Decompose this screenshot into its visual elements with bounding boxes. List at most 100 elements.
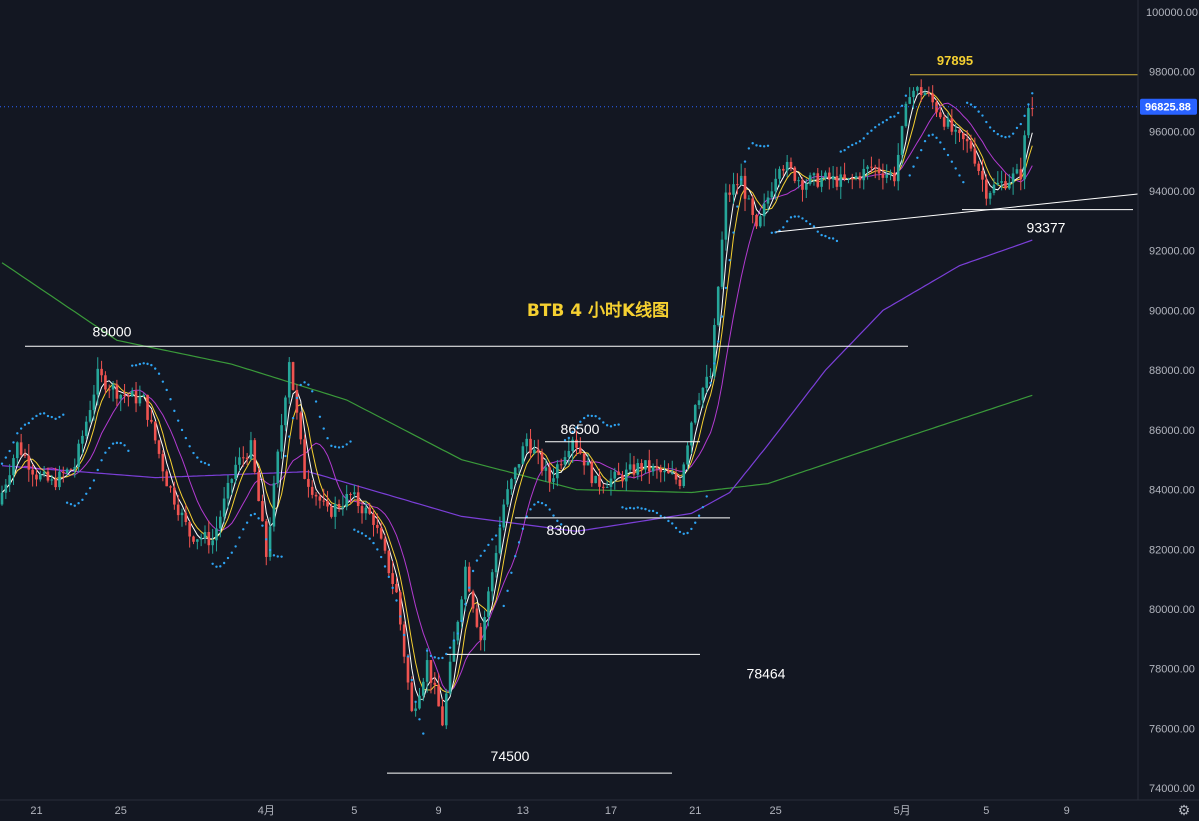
candle-body bbox=[889, 172, 892, 175]
candle-body bbox=[544, 467, 548, 471]
price-axis[interactable]: 100000.00 98000.00 96000.00 94000.00 92000.0… bbox=[1137, 0, 1198, 800]
candle-body bbox=[613, 471, 617, 479]
candle-body bbox=[988, 192, 992, 199]
sar-dot bbox=[192, 451, 195, 455]
candle-body bbox=[563, 457, 567, 465]
sar-dot bbox=[1004, 135, 1007, 139]
candle-body bbox=[816, 173, 820, 187]
candle-body bbox=[663, 470, 666, 473]
sar-dot bbox=[402, 633, 406, 637]
sar-dot bbox=[732, 231, 735, 234]
sar-dot bbox=[632, 507, 636, 510]
sar-dot bbox=[965, 101, 969, 104]
sar-dot bbox=[935, 136, 938, 140]
sar-dot bbox=[931, 133, 934, 136]
candle-body bbox=[728, 192, 731, 195]
candle-body bbox=[965, 139, 969, 142]
candle-body bbox=[812, 173, 816, 176]
candle-body bbox=[759, 216, 762, 227]
candle-body bbox=[498, 527, 502, 554]
candle-body bbox=[659, 468, 663, 473]
candle-body bbox=[866, 166, 869, 169]
candle-body bbox=[724, 192, 728, 240]
sar-dot bbox=[851, 143, 854, 147]
sar-dot bbox=[770, 231, 774, 234]
sar-dot bbox=[648, 509, 651, 512]
price-tick-label: 86000.00 bbox=[1149, 425, 1195, 437]
sar-dot bbox=[870, 129, 873, 132]
sar-dot bbox=[908, 174, 911, 177]
sar-dot bbox=[311, 390, 314, 393]
sar-dot bbox=[697, 514, 701, 517]
sar-dot bbox=[521, 527, 525, 530]
candle-body bbox=[900, 126, 904, 155]
sar-dot bbox=[330, 444, 333, 448]
level-label: 93377 bbox=[1027, 220, 1066, 236]
sar-dot bbox=[383, 565, 387, 568]
candle-body bbox=[946, 118, 950, 127]
candle-body bbox=[693, 405, 697, 423]
sar-dot bbox=[399, 615, 402, 618]
candle-body bbox=[422, 681, 425, 696]
candle-body bbox=[782, 168, 785, 171]
sar-dot bbox=[280, 555, 283, 558]
sar-dot bbox=[379, 555, 383, 559]
candle-body bbox=[628, 464, 632, 470]
candle-body bbox=[391, 573, 394, 584]
time-tick-label: 9 bbox=[1064, 805, 1070, 817]
sar-dot bbox=[862, 137, 865, 140]
candle-body bbox=[602, 486, 605, 488]
candle-body bbox=[0, 492, 4, 505]
price-tick-label: 88000.00 bbox=[1149, 365, 1195, 377]
candle-body bbox=[736, 184, 739, 186]
candle-body bbox=[582, 453, 586, 466]
sar-dot bbox=[667, 519, 670, 523]
settings-gear-icon[interactable]: ⚙ bbox=[1177, 802, 1191, 818]
candle-body bbox=[441, 706, 444, 726]
sar-dot bbox=[602, 421, 605, 424]
candle-body bbox=[353, 492, 356, 495]
candle-body bbox=[575, 439, 578, 448]
candle-body bbox=[173, 487, 176, 505]
candle-body bbox=[598, 475, 601, 487]
candle-body bbox=[789, 161, 793, 168]
sar-dot bbox=[713, 362, 716, 365]
sar-dot bbox=[207, 463, 211, 467]
sar-dot bbox=[877, 123, 881, 126]
candle-body bbox=[268, 526, 272, 557]
sar-dot bbox=[295, 396, 299, 400]
candle-body bbox=[207, 532, 211, 546]
sar-dot bbox=[582, 416, 586, 420]
candle-body bbox=[682, 464, 686, 487]
sar-dot bbox=[782, 226, 785, 229]
candle-body bbox=[58, 471, 61, 488]
candle-body bbox=[954, 129, 957, 132]
sar-dot bbox=[736, 205, 739, 208]
candle-body bbox=[521, 446, 525, 465]
candle-body bbox=[1019, 169, 1023, 180]
candle-body bbox=[291, 362, 295, 390]
candle-body bbox=[134, 390, 138, 404]
sar-dot bbox=[636, 506, 639, 509]
candle-body bbox=[238, 457, 241, 465]
time-tick-label: 17 bbox=[605, 805, 617, 817]
candle-body bbox=[261, 501, 264, 522]
sar-dot bbox=[108, 446, 111, 450]
candle-body bbox=[762, 203, 766, 217]
sar-dot bbox=[395, 599, 398, 602]
candle-body bbox=[322, 500, 326, 502]
time-axis[interactable]: 21 25 4月 5 9 13 17 21 25 5月 5 9 bbox=[0, 799, 1199, 817]
candle-body bbox=[395, 583, 398, 593]
candle-body bbox=[885, 174, 889, 178]
sar-dot bbox=[759, 144, 762, 148]
candle-body bbox=[839, 174, 843, 187]
candle-body bbox=[303, 439, 306, 479]
candle-body bbox=[341, 506, 345, 508]
candle-body bbox=[142, 394, 146, 397]
candle-body bbox=[506, 489, 509, 505]
sar-dot bbox=[678, 530, 682, 534]
sar-dot bbox=[747, 147, 751, 150]
price-tick-label: 84000.00 bbox=[1149, 485, 1195, 497]
candle-body bbox=[360, 506, 364, 514]
